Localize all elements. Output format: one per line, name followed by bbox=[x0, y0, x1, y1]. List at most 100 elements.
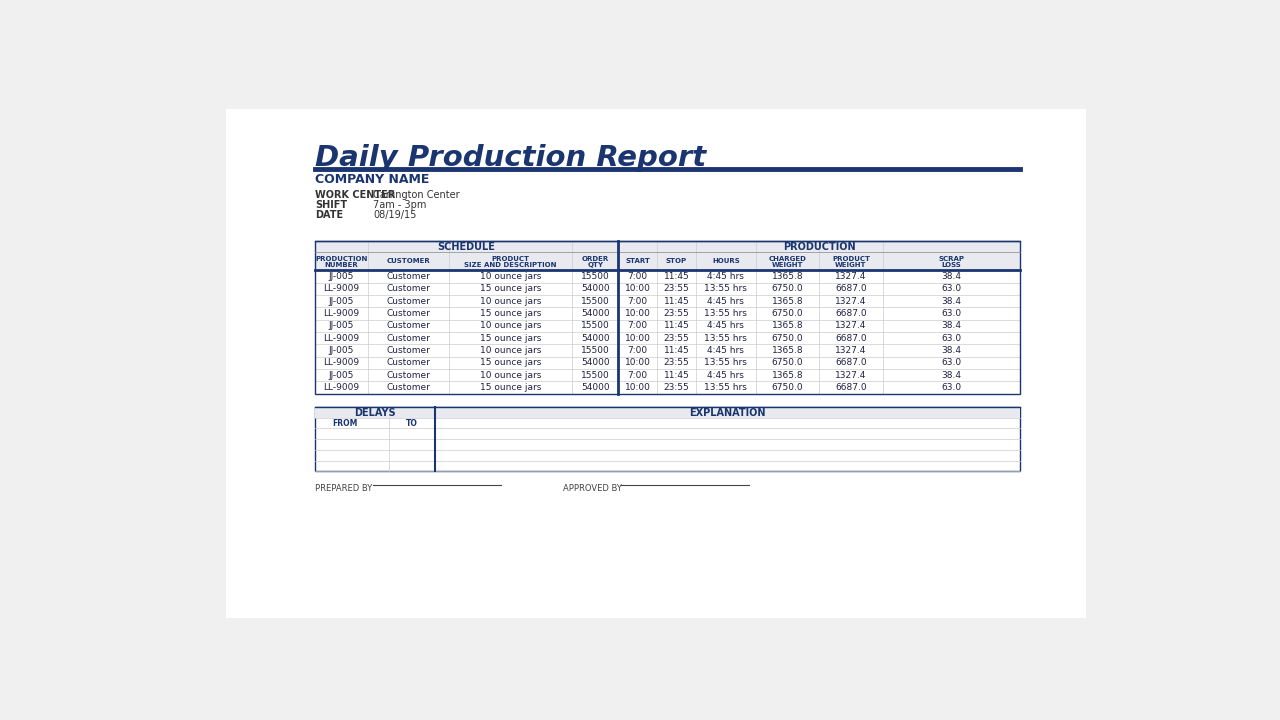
Text: 10 ounce jars: 10 ounce jars bbox=[480, 371, 541, 379]
Text: JJ-005: JJ-005 bbox=[329, 371, 355, 379]
Text: 6750.0: 6750.0 bbox=[772, 284, 804, 294]
Text: 23:55: 23:55 bbox=[663, 383, 690, 392]
Text: 11:45: 11:45 bbox=[663, 321, 690, 330]
Text: 1365.8: 1365.8 bbox=[772, 321, 804, 330]
Text: 10:00: 10:00 bbox=[625, 309, 650, 318]
Text: Customer: Customer bbox=[387, 371, 430, 379]
Text: CUSTOMER: CUSTOMER bbox=[387, 258, 430, 264]
Text: EXPLANATION: EXPLANATION bbox=[690, 408, 765, 418]
Text: JJ-005: JJ-005 bbox=[329, 297, 355, 306]
Text: 23:55: 23:55 bbox=[663, 333, 690, 343]
Text: Customer: Customer bbox=[387, 284, 430, 294]
Text: 15500: 15500 bbox=[581, 297, 609, 306]
Bar bbox=[315, 307, 1020, 320]
Text: DELAYS: DELAYS bbox=[355, 408, 396, 418]
Text: 13:55 hrs: 13:55 hrs bbox=[704, 359, 748, 367]
Text: 4:45 hrs: 4:45 hrs bbox=[708, 346, 744, 355]
Text: 1327.4: 1327.4 bbox=[836, 371, 867, 379]
Text: PRODUCTION: PRODUCTION bbox=[783, 241, 855, 251]
Text: 6750.0: 6750.0 bbox=[772, 359, 804, 367]
Text: 10:00: 10:00 bbox=[625, 284, 650, 294]
Text: 11:45: 11:45 bbox=[663, 371, 690, 379]
Text: TO: TO bbox=[406, 419, 417, 428]
Text: SCRAP: SCRAP bbox=[938, 256, 965, 262]
Text: STOP: STOP bbox=[666, 258, 687, 264]
Bar bbox=[315, 295, 1020, 307]
Text: APPROVED BY: APPROVED BY bbox=[563, 484, 622, 492]
Text: Customer: Customer bbox=[387, 333, 430, 343]
Bar bbox=[315, 369, 1020, 382]
Bar bbox=[315, 408, 1020, 472]
Text: 15 ounce jars: 15 ounce jars bbox=[480, 284, 541, 294]
Text: NUMBER: NUMBER bbox=[325, 262, 358, 268]
Text: 54000: 54000 bbox=[581, 359, 609, 367]
Text: 7:00: 7:00 bbox=[627, 346, 648, 355]
Text: 15 ounce jars: 15 ounce jars bbox=[480, 383, 541, 392]
Text: 54000: 54000 bbox=[581, 333, 609, 343]
Text: PREPARED BY: PREPARED BY bbox=[315, 484, 372, 492]
Text: Customer: Customer bbox=[387, 383, 430, 392]
Text: Customer: Customer bbox=[387, 297, 430, 306]
Text: 1327.4: 1327.4 bbox=[836, 297, 867, 306]
Text: JJ-005: JJ-005 bbox=[329, 321, 355, 330]
Text: PRODUCTION: PRODUCTION bbox=[315, 256, 367, 262]
Bar bbox=[315, 241, 618, 252]
Text: HOURS: HOURS bbox=[712, 258, 740, 264]
Text: CHARGED: CHARGED bbox=[768, 256, 806, 262]
Text: ORDER: ORDER bbox=[581, 256, 609, 262]
Text: 63.0: 63.0 bbox=[941, 383, 961, 392]
Text: 1327.4: 1327.4 bbox=[836, 321, 867, 330]
Text: 38.4: 38.4 bbox=[942, 371, 961, 379]
Text: 10 ounce jars: 10 ounce jars bbox=[480, 346, 541, 355]
Text: 7:00: 7:00 bbox=[627, 272, 648, 281]
Text: 63.0: 63.0 bbox=[941, 284, 961, 294]
Text: 38.4: 38.4 bbox=[942, 346, 961, 355]
Text: 63.0: 63.0 bbox=[941, 333, 961, 343]
Text: 15500: 15500 bbox=[581, 346, 609, 355]
Text: 63.0: 63.0 bbox=[941, 359, 961, 367]
Text: PRODUCT: PRODUCT bbox=[492, 256, 530, 262]
Text: Customer: Customer bbox=[387, 272, 430, 281]
Text: WORK CENTER: WORK CENTER bbox=[315, 189, 396, 199]
Text: 1327.4: 1327.4 bbox=[836, 346, 867, 355]
Text: JJ-005: JJ-005 bbox=[329, 272, 355, 281]
Text: 38.4: 38.4 bbox=[942, 321, 961, 330]
Text: SHIFT: SHIFT bbox=[315, 199, 347, 210]
Text: START: START bbox=[625, 258, 650, 264]
Bar bbox=[315, 382, 1020, 394]
Text: 11:45: 11:45 bbox=[663, 346, 690, 355]
Text: 7am - 3pm: 7am - 3pm bbox=[374, 199, 426, 210]
Text: 10:00: 10:00 bbox=[625, 383, 650, 392]
Text: WEIGHT: WEIGHT bbox=[836, 262, 867, 268]
Text: SIZE AND DESCRIPTION: SIZE AND DESCRIPTION bbox=[465, 262, 557, 268]
Text: Customer: Customer bbox=[387, 346, 430, 355]
Text: LL-9009: LL-9009 bbox=[324, 383, 360, 392]
Text: Customer: Customer bbox=[387, 309, 430, 318]
Text: 11:45: 11:45 bbox=[663, 297, 690, 306]
Text: 38.4: 38.4 bbox=[942, 272, 961, 281]
Text: 13:55 hrs: 13:55 hrs bbox=[704, 333, 748, 343]
Text: 1365.8: 1365.8 bbox=[772, 297, 804, 306]
Text: 10 ounce jars: 10 ounce jars bbox=[480, 272, 541, 281]
Text: DATE: DATE bbox=[315, 210, 343, 220]
Text: 6687.0: 6687.0 bbox=[835, 359, 867, 367]
Text: 4:45 hrs: 4:45 hrs bbox=[708, 371, 744, 379]
Text: Customer: Customer bbox=[387, 359, 430, 367]
Text: 15500: 15500 bbox=[581, 371, 609, 379]
Text: 11:45: 11:45 bbox=[663, 272, 690, 281]
Text: 7:00: 7:00 bbox=[627, 371, 648, 379]
Bar bbox=[315, 332, 1020, 344]
Text: JJ-005: JJ-005 bbox=[329, 346, 355, 355]
Text: 1327.4: 1327.4 bbox=[836, 272, 867, 281]
Text: Carlington Center: Carlington Center bbox=[374, 189, 460, 199]
Text: COMPANY NAME: COMPANY NAME bbox=[315, 173, 429, 186]
Bar bbox=[225, 109, 1087, 618]
Text: 4:45 hrs: 4:45 hrs bbox=[708, 321, 744, 330]
Text: 6687.0: 6687.0 bbox=[835, 383, 867, 392]
Bar bbox=[315, 241, 1020, 394]
Text: 7:00: 7:00 bbox=[627, 321, 648, 330]
Text: 38.4: 38.4 bbox=[942, 297, 961, 306]
Text: 63.0: 63.0 bbox=[941, 309, 961, 318]
Bar bbox=[618, 241, 1020, 252]
Text: 1365.8: 1365.8 bbox=[772, 346, 804, 355]
